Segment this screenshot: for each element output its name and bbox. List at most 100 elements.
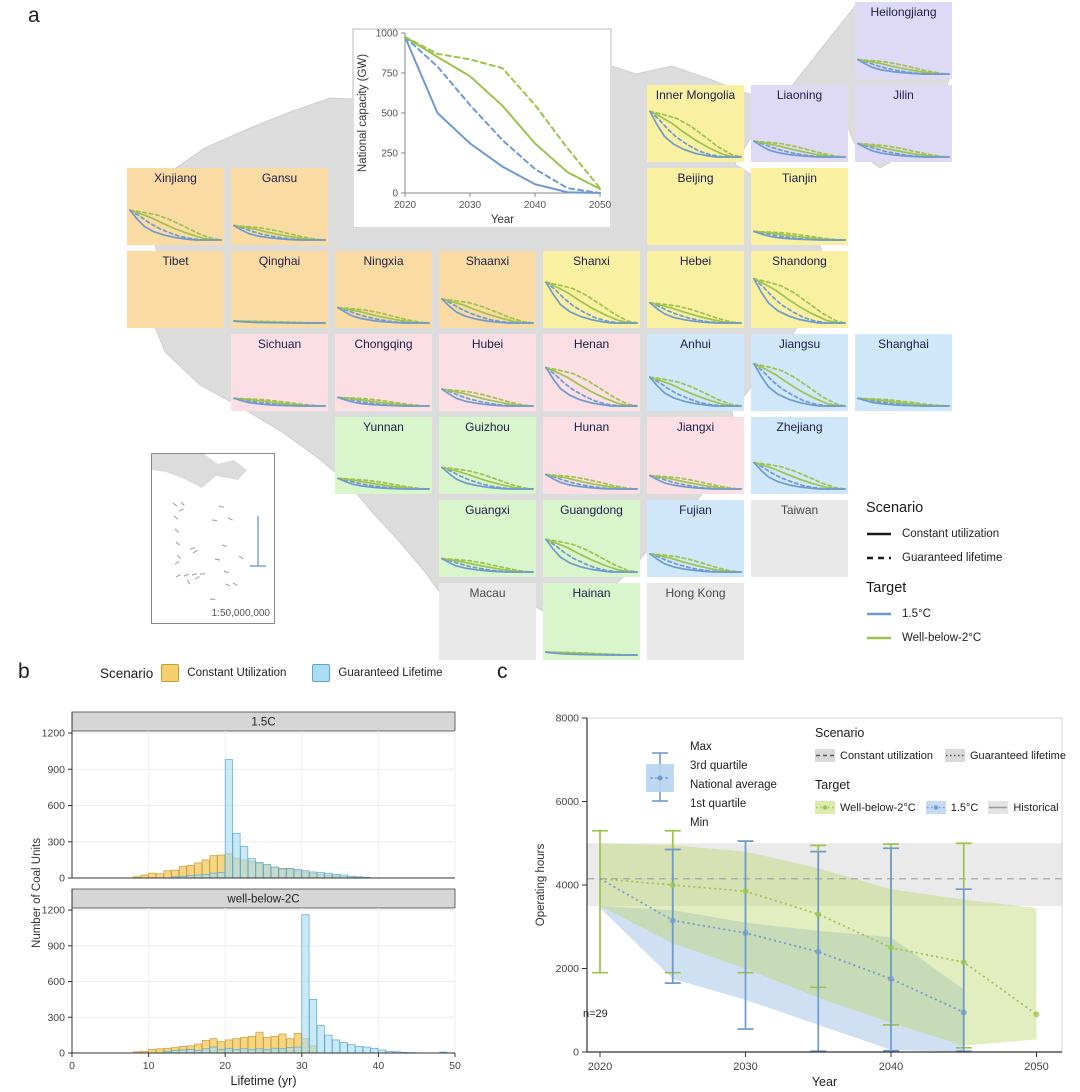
dashed-key-icon: [815, 749, 835, 762]
tick-label: 2040: [879, 1061, 903, 1073]
tick-label: 4000: [556, 880, 580, 892]
sparkline-path: [857, 142, 950, 158]
sparkline-path: [545, 538, 638, 573]
province-name: Hunan: [573, 420, 610, 434]
average-marker: [669, 917, 676, 924]
y-axis-label: Number of Coal Units: [31, 838, 43, 948]
sparkline-path: [753, 461, 846, 490]
province-name: Anhui: [680, 337, 711, 351]
hist-bar: [286, 867, 295, 879]
tick-label: 30: [296, 1060, 308, 1072]
sparkline-path: [649, 474, 742, 490]
average-marker: [888, 944, 894, 951]
sparkline-path: [441, 388, 534, 407]
hist-bar: [255, 861, 264, 879]
province-name: Gansu: [261, 171, 298, 185]
province-name: Heilongjiang: [870, 5, 937, 19]
island-mark: [183, 573, 190, 577]
south-sea-islands: [152, 454, 266, 601]
island-mark: [214, 558, 221, 561]
ops-legend-label: Constant utilization: [840, 749, 933, 762]
map-scale-label: 1:50,000,000: [211, 608, 270, 619]
province-capacity-sparkline: [545, 651, 638, 656]
island-mark: [175, 541, 181, 546]
sparkline-path: [441, 298, 534, 324]
province-capacity-sparkline: [545, 473, 638, 490]
boxplot-label-q1: 1st quartile: [690, 798, 747, 810]
hist-bar: [370, 1047, 379, 1054]
hist-bar: [186, 1049, 195, 1054]
province-tile-guangdong: Guangdong: [543, 500, 640, 577]
hist-bar: [293, 869, 302, 879]
province-capacity-sparkline: [441, 466, 534, 490]
sparkline-path: [545, 651, 638, 656]
sparkline-path: [545, 366, 638, 407]
island-mark: [174, 528, 180, 533]
sparkline-path: [753, 277, 846, 324]
hist-bar: [301, 914, 310, 1054]
panel-b-label: b: [18, 660, 30, 683]
province-capacity-sparkline: [129, 209, 222, 241]
blue-swatch-icon: [312, 664, 331, 682]
hist-bar: [332, 874, 341, 879]
province-name: Inner Mongolia: [655, 88, 736, 102]
island-mark: [186, 579, 191, 585]
hist-legend-label-constant: Constant Utilization: [187, 667, 287, 679]
hist-bar: [217, 1049, 226, 1054]
tick-label: 900: [47, 764, 65, 776]
province-name: Hong Kong: [665, 586, 726, 600]
panel-c-label: c: [497, 660, 508, 683]
island-mark: [189, 547, 196, 550]
tick-label: 6000: [556, 796, 580, 808]
province-name: Taiwan: [780, 503, 819, 517]
island-mark: [176, 554, 182, 559]
province-capacity-sparkline: [233, 320, 326, 324]
sparkline-path: [753, 230, 846, 241]
average-marker: [742, 888, 749, 895]
hist-bar: [301, 870, 310, 879]
sparkline-path: [233, 397, 326, 407]
hist-bar: [163, 870, 172, 879]
tick-label: 50: [449, 1060, 461, 1072]
hist-bar: [224, 759, 233, 879]
tick-label: 2020: [394, 200, 417, 211]
province-tile-ningxia: Ningxia: [335, 251, 432, 328]
panel-a-label: a: [28, 4, 40, 27]
legend-item-label: Guaranteed lifetime: [902, 552, 1003, 564]
hist-bar: [148, 872, 157, 879]
province-capacity-sparkline: [649, 301, 742, 324]
province-capacity-sparkline: [441, 388, 534, 407]
sparkline-path: [857, 142, 950, 158]
hist-bar: [347, 1044, 356, 1054]
sparkline-path: [753, 277, 846, 324]
province-capacity-sparkline: [753, 230, 846, 241]
hist-bar: [247, 858, 256, 879]
island-mark: [173, 515, 179, 520]
sparkline-path: [649, 474, 742, 490]
panel-a-legend: Scenario Constant utilization Guaranteed…: [866, 500, 1066, 644]
average-marker: [888, 975, 894, 982]
sparkline-path: [545, 281, 638, 324]
south-sea-inset-map: 1:50,000,000: [151, 453, 275, 624]
tick-label: 750: [381, 69, 398, 80]
tick-label: 0: [59, 873, 65, 885]
province-name: Hebei: [679, 254, 712, 268]
tick-label: 1200: [42, 728, 66, 740]
island-mark: [191, 573, 198, 576]
x-axis-label: Year: [812, 1075, 837, 1089]
sparkline-path: [337, 306, 430, 324]
province-tile-xinjiang: Xinjiang: [127, 168, 224, 245]
province-capacity-sparkline: [753, 277, 846, 324]
tick-label: 600: [47, 800, 65, 812]
dotted-key-icon: [944, 749, 965, 762]
province-name: Jiangsu: [778, 337, 821, 351]
green-line-key-icon: [867, 636, 891, 640]
province-tile-zhejiang: Zhejiang: [751, 417, 848, 494]
hist-bar: [270, 866, 279, 879]
national-capacity-chart: 0 250 500 750 1000 2020 2030 2040 2050 Year Nation…: [352, 28, 612, 229]
island-mark: [232, 582, 238, 587]
island-mark: [223, 570, 229, 574]
tick-label: 0: [59, 1048, 65, 1060]
tick-label: 0: [573, 1047, 579, 1059]
